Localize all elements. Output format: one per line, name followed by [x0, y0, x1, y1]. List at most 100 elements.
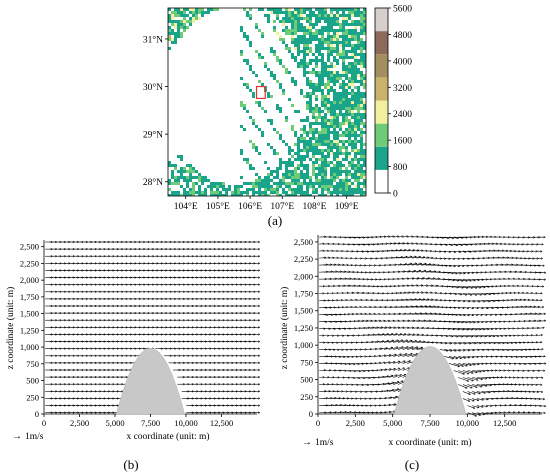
elevation-cell — [297, 143, 300, 146]
elevation-cell — [315, 47, 318, 50]
elevation-cell — [339, 56, 342, 59]
panel-c: 02505007501,0001,2501,5001,7502,0002,250… — [279, 235, 547, 472]
elevation-cell — [243, 191, 246, 194]
elevation-cell — [345, 53, 348, 56]
elevation-cell — [303, 47, 306, 50]
elevation-cell — [243, 128, 246, 131]
elevation-cell — [333, 50, 336, 53]
elevation-cell — [327, 98, 330, 101]
elevation-cell — [309, 125, 312, 128]
elevation-cell — [318, 122, 321, 125]
wind-vector-head — [478, 392, 481, 395]
wind-vector-head — [257, 276, 260, 279]
elevation-cell — [339, 50, 342, 53]
elevation-cell — [282, 17, 285, 20]
elevation-cell — [357, 104, 360, 107]
elevation-cell — [309, 14, 312, 17]
elevation-cell — [294, 44, 297, 47]
elevation-cell — [171, 176, 174, 179]
elevation-cell — [168, 14, 171, 17]
elevation-cell — [330, 20, 333, 23]
elevation-cell — [354, 116, 357, 119]
elevation-cell — [282, 191, 285, 194]
elevation-cell — [345, 176, 348, 179]
elevation-cell — [324, 11, 327, 14]
elevation-cell — [171, 191, 174, 194]
elevation-cell — [348, 191, 351, 194]
elevation-cell — [285, 191, 288, 194]
elevation-cell — [282, 65, 285, 68]
colorbar-tick-label: 800 — [393, 163, 408, 173]
elevation-cell — [351, 173, 354, 176]
colorbar-tick-label: 5600 — [393, 5, 412, 15]
elevation-cell — [321, 17, 324, 20]
elevation-cell — [327, 101, 330, 104]
elevation-cell — [318, 131, 321, 134]
elevation-cell — [303, 32, 306, 35]
elevation-cell — [321, 83, 324, 86]
wind-vector — [333, 404, 343, 406]
elevation-cell — [357, 119, 360, 122]
elevation-cell — [294, 182, 297, 185]
elevation-cell — [345, 20, 348, 23]
elevation-cell — [363, 41, 366, 44]
elevation-cell — [363, 182, 366, 185]
elevation-cell — [333, 65, 336, 68]
elevation-cell — [285, 32, 288, 35]
elevation-cell — [360, 71, 363, 74]
elevation-cell — [240, 149, 243, 152]
elevation-cell — [360, 20, 363, 23]
wind-vector — [472, 384, 483, 388]
elevation-cell — [189, 179, 192, 182]
elevation-cell — [354, 185, 357, 188]
elevation-cell — [315, 173, 318, 176]
elevation-cell — [312, 92, 315, 95]
elevation-cell — [315, 50, 318, 53]
elevation-cell — [285, 47, 288, 50]
elevation-cell — [303, 44, 306, 47]
elevation-cell — [285, 164, 288, 167]
elevation-cell — [351, 23, 354, 26]
elevation-cell — [303, 53, 306, 56]
elevation-cell — [177, 32, 180, 35]
elevation-cell — [351, 50, 354, 53]
elevation-cell — [174, 14, 177, 17]
y-tick-label: 30°N — [143, 82, 163, 93]
elevation-cell — [312, 26, 315, 29]
elevation-cell — [171, 173, 174, 176]
elevation-cell — [264, 14, 267, 17]
elevation-cell — [306, 164, 309, 167]
elevation-cell — [279, 11, 282, 14]
elevation-cell — [342, 20, 345, 23]
elevation-cell — [264, 191, 267, 194]
elevation-cell — [312, 122, 315, 125]
elevation-cell — [357, 47, 360, 50]
elevation-cell — [321, 116, 324, 119]
elevation-cell — [198, 185, 201, 188]
elevation-cell — [333, 41, 336, 44]
elevation-cell — [258, 128, 261, 131]
elevation-cell — [306, 32, 309, 35]
elevation-cell — [354, 80, 357, 83]
elevation-cell — [357, 164, 360, 167]
elevation-cell — [285, 44, 288, 47]
elevation-cell — [249, 167, 252, 170]
elevation-cell — [168, 182, 171, 185]
wind-vector-head — [541, 376, 544, 379]
elevation-cell — [288, 173, 291, 176]
elevation-cell — [285, 185, 288, 188]
elevation-cell — [249, 68, 252, 71]
elevation-cell — [315, 71, 318, 74]
elevation-cell — [336, 74, 339, 77]
elevation-cell — [321, 155, 324, 158]
elevation-cell — [249, 44, 252, 47]
wind-vector-head — [257, 397, 260, 400]
elevation-cell — [321, 194, 324, 196]
elevation-cell — [333, 143, 336, 146]
elevation-cell — [243, 83, 246, 86]
elevation-cell — [324, 101, 327, 104]
elevation-cell — [360, 182, 363, 185]
wind-vector-head — [540, 383, 543, 386]
elevation-cell — [195, 170, 198, 173]
